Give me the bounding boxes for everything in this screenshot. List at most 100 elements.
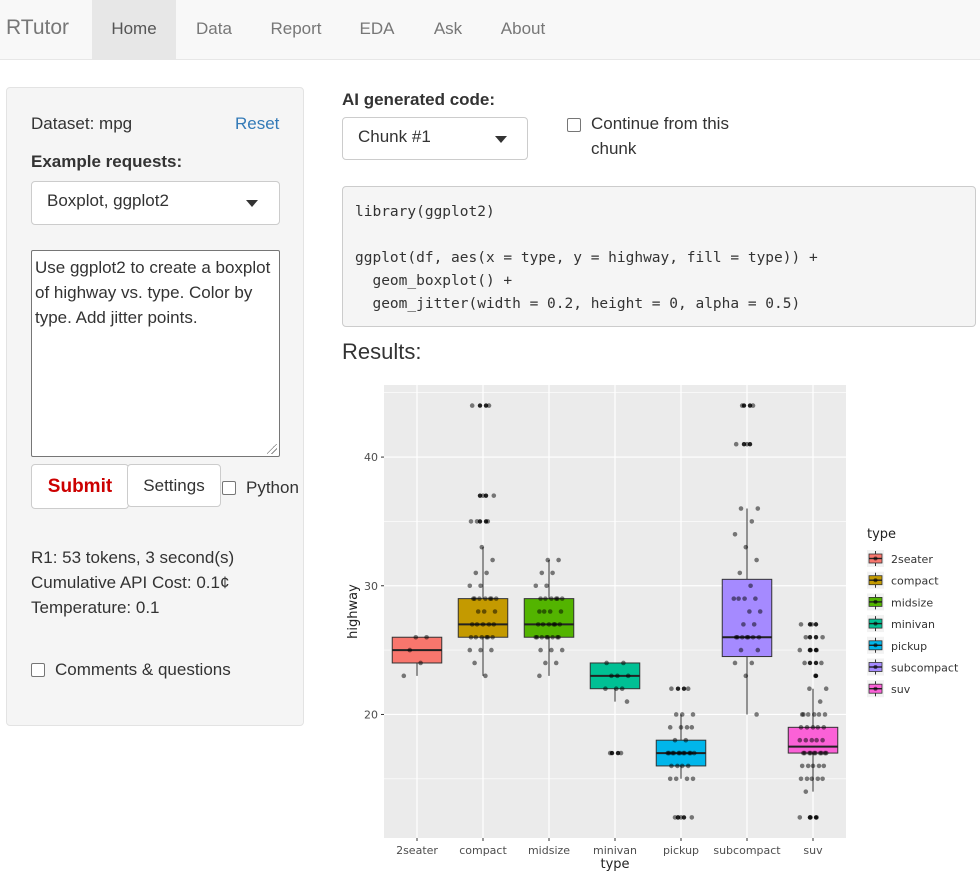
jitter-point [803, 789, 809, 794]
jitter-point [489, 647, 494, 653]
python-label: Python [246, 478, 299, 497]
nav-tab-about[interactable]: About [500, 19, 546, 38]
jitter-point [742, 596, 747, 601]
legend-key-point [873, 599, 878, 604]
jitter-point [540, 622, 546, 627]
tokens-stat: R1: 53 tokens, 3 second(s) [31, 548, 235, 567]
legend-key-point [873, 621, 878, 626]
jitter-point [473, 570, 479, 576]
jitter-point [805, 763, 811, 769]
jitter-point [401, 673, 407, 679]
nav-tab-data[interactable]: Data [196, 19, 232, 38]
outlier-point [675, 686, 681, 691]
jitter-point [744, 441, 750, 447]
jitter-point [535, 622, 541, 627]
jitter-point [797, 815, 803, 820]
jitter-point [750, 634, 756, 640]
jitter-point [808, 647, 813, 653]
jitter-point [731, 596, 737, 601]
sidebar-panel: Dataset: mpg Reset Example requests: Box… [6, 87, 304, 726]
jitter-point [814, 647, 819, 653]
request-textarea[interactable]: Use ggplot2 to create a boxplot of highw… [31, 250, 280, 457]
jitter-point [814, 815, 819, 820]
jitter-point [625, 673, 631, 679]
x-axis-title: type [600, 857, 629, 872]
jitter-point [739, 634, 745, 640]
nav-tab-eda[interactable]: EDA [359, 19, 395, 38]
jitter-point [797, 647, 803, 653]
jitter-point [538, 596, 543, 601]
comments-checkbox[interactable] [31, 663, 45, 677]
legend-label: subcompact [891, 662, 959, 675]
jitter-point [549, 596, 554, 601]
nav-tab-report[interactable]: Report [270, 19, 322, 38]
jitter-point [815, 776, 821, 782]
brand-title[interactable]: RTutor [6, 16, 70, 39]
jitter-point [809, 622, 815, 627]
jitter-point [491, 493, 497, 498]
legend-key-point [873, 643, 878, 648]
nav-tab-ask[interactable]: Ask [433, 19, 463, 38]
jitter-point [550, 570, 555, 576]
jitter-point [669, 686, 674, 692]
jitter-point [538, 647, 543, 653]
legend-key-point [873, 686, 878, 691]
jitter-point [820, 737, 825, 743]
jitter-point [808, 750, 813, 756]
code-line: library(ggplot2) [355, 204, 495, 220]
continue-chunk-checkbox[interactable] [567, 118, 581, 132]
jitter-point [733, 441, 739, 447]
outlier-point [813, 635, 819, 640]
jitter-point [407, 647, 413, 653]
jitter-point [809, 776, 815, 782]
jitter-point [468, 519, 474, 524]
jitter-point [541, 609, 547, 614]
python-checkbox[interactable] [222, 481, 236, 495]
chunk-select[interactable]: Chunk #1 [342, 117, 528, 160]
jitter-point [749, 519, 755, 524]
jitter-point [469, 403, 475, 408]
chevron-down-icon [495, 136, 507, 143]
jitter-point [684, 725, 690, 730]
submit-button[interactable]: Submit [31, 464, 129, 509]
chevron-down-icon [246, 200, 258, 207]
x-tick-label: 2seater [396, 844, 438, 857]
jitter-point [543, 660, 548, 666]
jitter-point [749, 660, 755, 666]
reset-link[interactable]: Reset [235, 114, 280, 133]
jitter-point [539, 570, 545, 576]
code-line: geom_boxplot() + [355, 273, 513, 289]
jitter-point [820, 776, 825, 782]
jitter-point [815, 725, 821, 730]
jitter-point [537, 609, 542, 614]
jitter-point [821, 725, 827, 730]
jitter-point [743, 673, 749, 679]
legend-key-point [873, 578, 878, 583]
jitter-point [813, 673, 818, 679]
example-request-select[interactable]: Boxplot, ggplot2 [31, 181, 280, 225]
jitter-point [736, 596, 741, 601]
jitter-point [691, 750, 697, 756]
jitter-point [550, 634, 555, 640]
jitter-point [467, 583, 473, 589]
jitter-point [747, 609, 752, 614]
y-tick-label: 30 [364, 580, 378, 593]
jitter-point [671, 750, 677, 756]
jitter-point [413, 634, 419, 640]
jitter-point [822, 712, 828, 717]
jitter-point [672, 737, 678, 743]
jitter-point [489, 596, 494, 601]
nav-tab-home[interactable]: Home [92, 0, 176, 59]
jitter-point [819, 750, 824, 756]
resize-grip-icon[interactable] [267, 444, 277, 454]
box-subcompact [721, 578, 773, 658]
jitter-point [804, 725, 810, 730]
settings-button[interactable]: Settings [127, 464, 221, 507]
jitter-point [485, 634, 491, 640]
jitter-point [732, 531, 738, 537]
jitter-point [667, 725, 673, 730]
jitter-point [738, 506, 744, 511]
code-block: library(ggplot2) ​ ggplot(df, aes(x = type… [342, 186, 976, 327]
boxplot-chart: 20 30 40 2seater compact midsize minivan pickup… [346, 385, 959, 872]
jitter-point [553, 660, 559, 666]
